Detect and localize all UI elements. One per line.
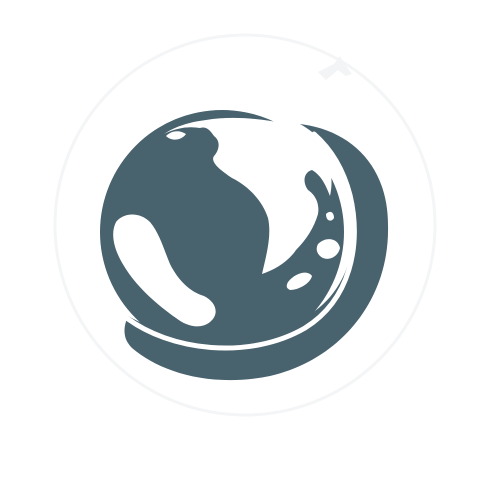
island-japan (316, 239, 340, 259)
island-indonesia (286, 272, 312, 290)
faint-ring-icon (53, 33, 437, 417)
continent-asia (164, 117, 332, 274)
island-top (166, 131, 186, 140)
airplane-icon (318, 56, 352, 80)
island-small (326, 211, 334, 221)
orbit-arc-icon (121, 131, 357, 351)
continent-africa (113, 214, 216, 327)
